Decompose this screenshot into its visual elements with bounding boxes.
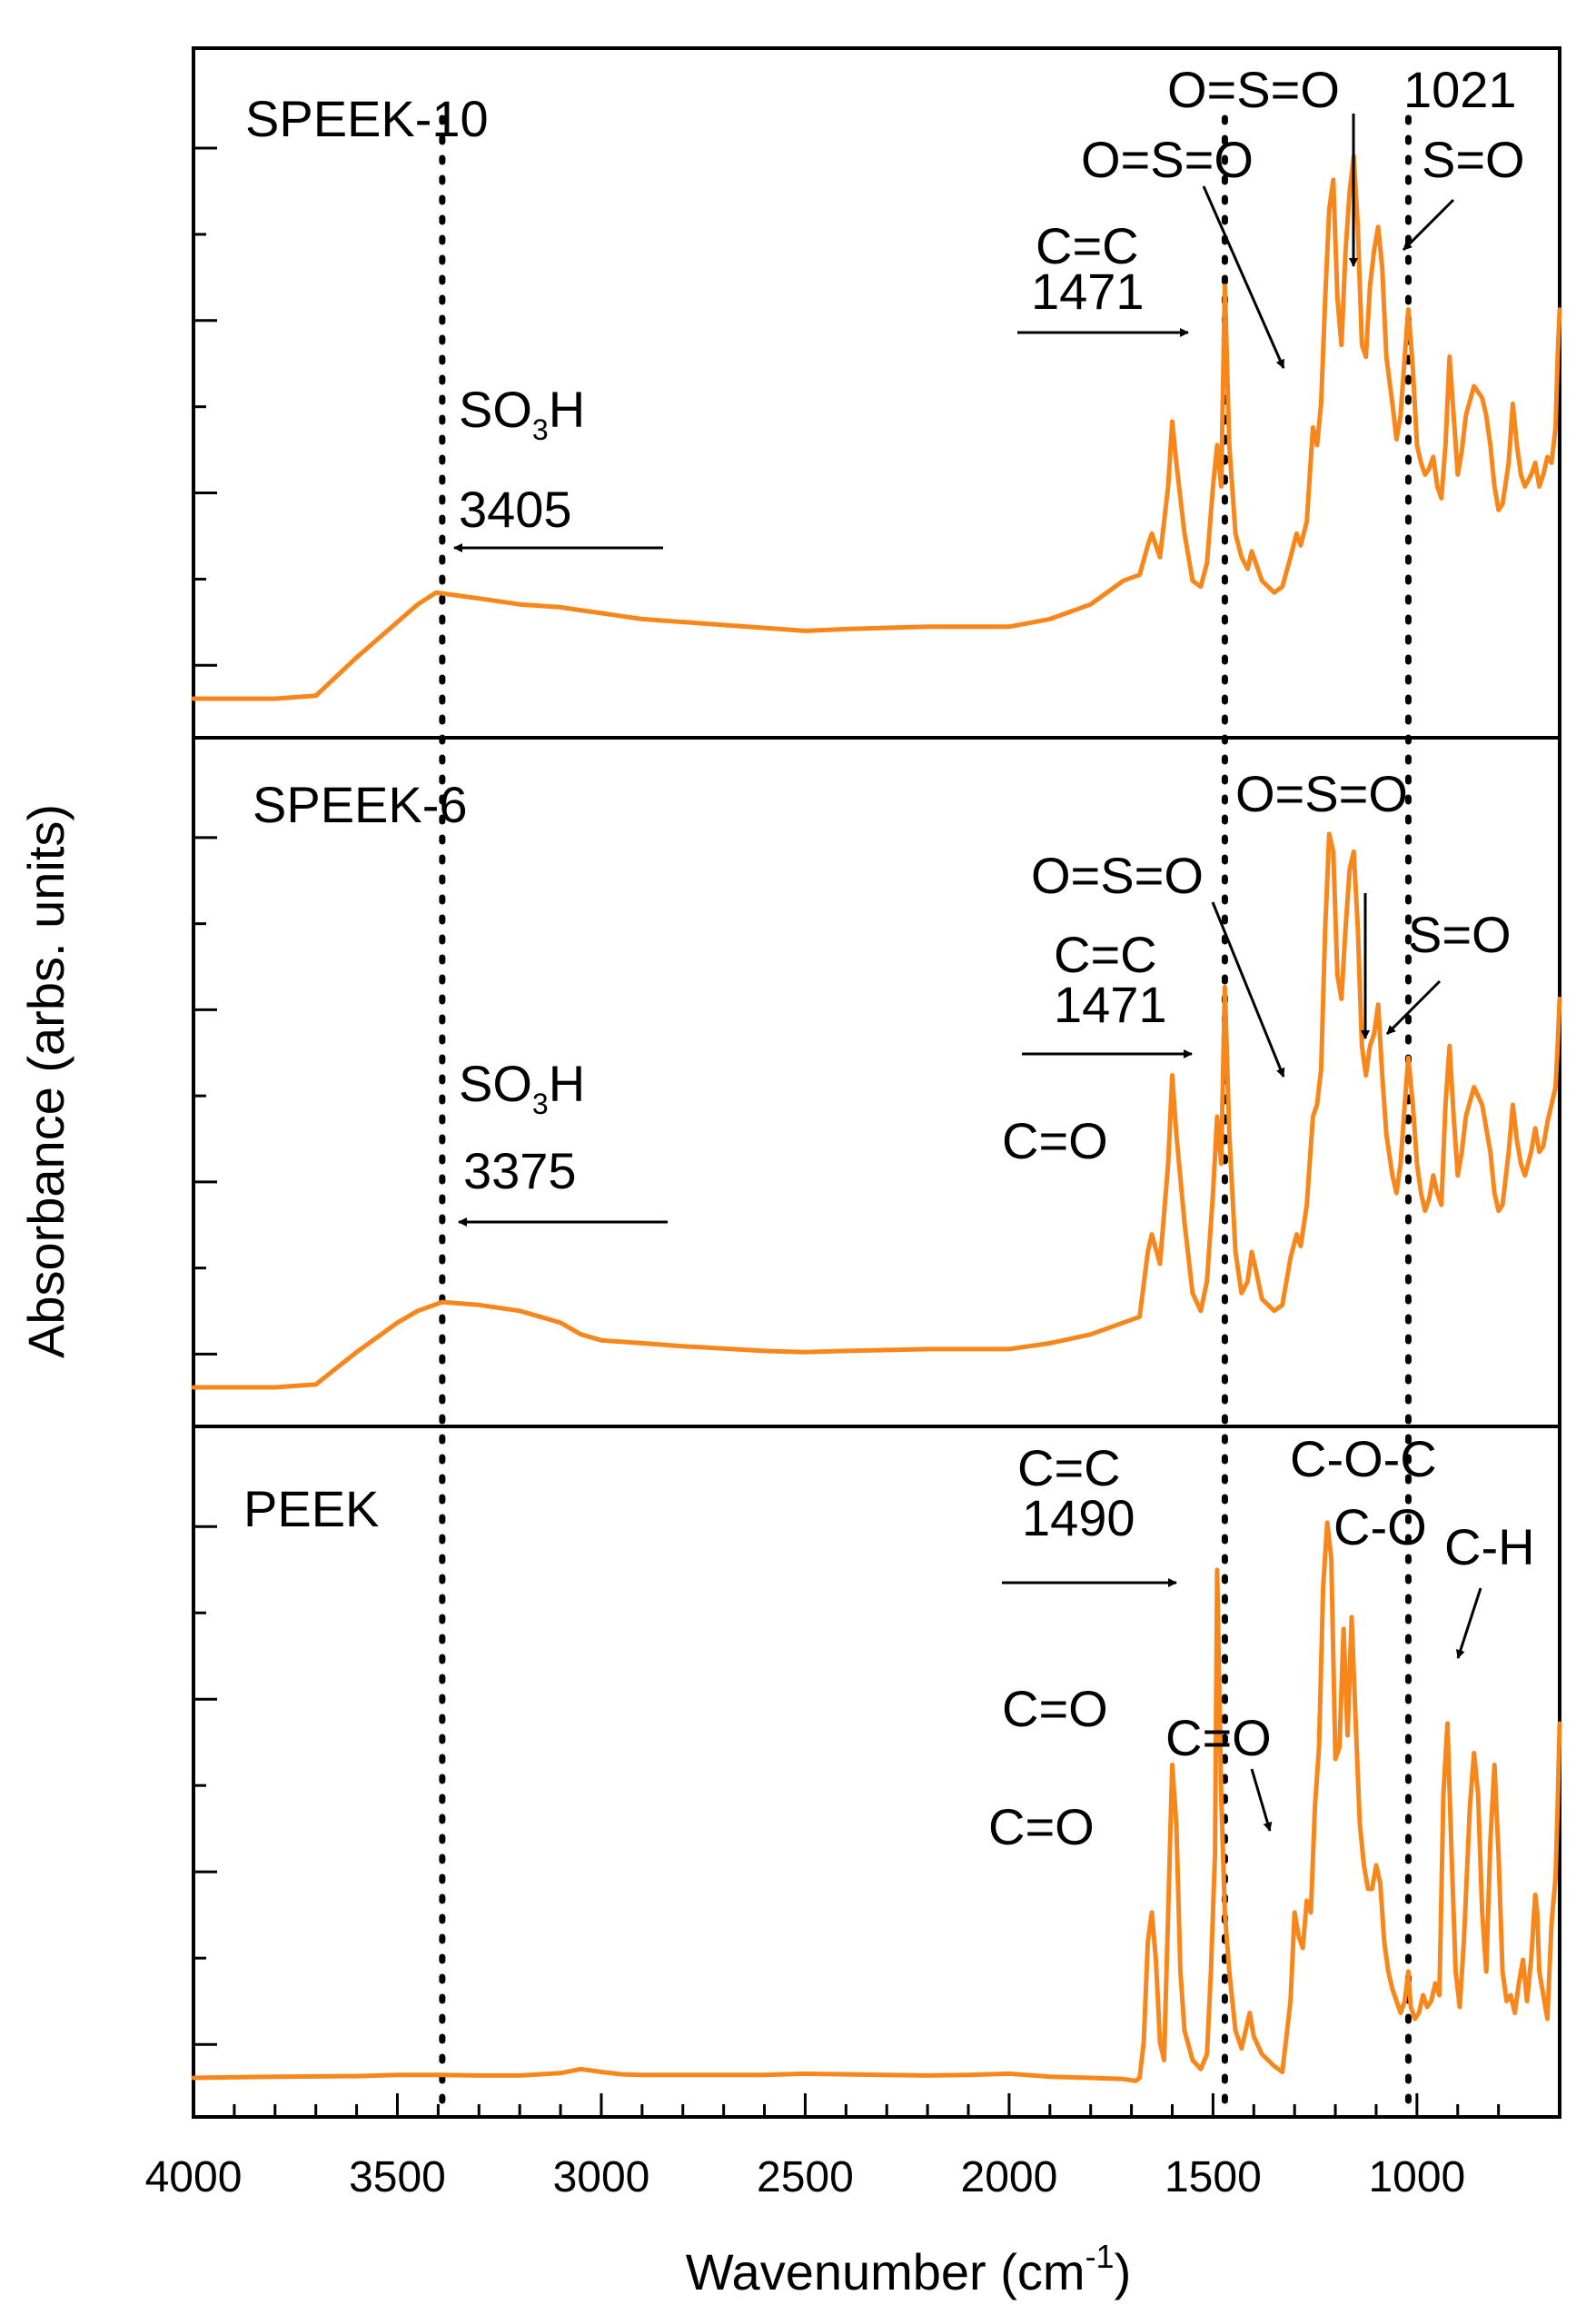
reference-lines — [439, 114, 1412, 2121]
x-tick-label-1500: 1500 — [1165, 2153, 1262, 2201]
x-axis-title-sup: -1 — [1085, 2238, 1115, 2275]
x-ticks — [192, 2093, 1501, 2117]
x-tick-label-1000: 1000 — [1368, 2153, 1465, 2201]
so-label-speek-6: S=O — [1408, 906, 1512, 963]
panel-label-peek: PEEK — [243, 1480, 379, 1537]
panel-label-speek-10: SPEEK-10 — [245, 90, 489, 147]
spectrum-speek-6 — [191, 831, 1562, 1390]
plot-frame — [192, 46, 1561, 2119]
x-tick-label-4000: 4000 — [145, 2153, 243, 2201]
x-tick-label-3000: 3000 — [553, 2153, 650, 2201]
peak-label-3375: 3375 — [463, 1142, 577, 1199]
ch-label-peek: C-H — [1444, 1518, 1535, 1575]
x-tick-label-2500: 2500 — [757, 2153, 854, 2201]
oso-label-b-speek-6: O=S=O — [1235, 765, 1408, 822]
panel-speek-6-annotations: SPEEK-6 SO3H 3375 O=S=O O=S=O C=C 1471 C… — [253, 765, 1512, 1227]
co-label-a-peek: C-O — [1333, 1498, 1427, 1555]
arrow-co-c-peek — [1250, 1768, 1273, 1832]
arrow-so-speek-6 — [1385, 979, 1442, 1036]
co-label-d-peek: C=O — [988, 1798, 1095, 1855]
y-ticks — [193, 146, 217, 2046]
coc-label-peek: C-O-C — [1290, 1430, 1437, 1487]
so3h-so-text-1: SO — [459, 381, 532, 438]
peak-label-1471-speek-10: 1471 — [1031, 263, 1145, 320]
peak-label-1490: 1490 — [1022, 1489, 1135, 1546]
cc-label-peek: C=C — [1017, 1439, 1121, 1496]
y-axis-title: Absorbance (arbs. units) — [17, 804, 74, 1358]
panel-label-speek-6: SPEEK-6 — [253, 776, 468, 833]
x-tick-label-2000: 2000 — [961, 2153, 1058, 2201]
so3h-h-text-1: H — [549, 381, 585, 438]
spectrum-peek — [191, 1520, 1562, 2083]
arrow-oso-a-speek-6 — [1211, 901, 1285, 1078]
co-label-c-peek: C=O — [1165, 1709, 1272, 1766]
cc-label-speek-10: C=C — [1036, 217, 1139, 274]
x-axis-title: Wavenumber (cm-1) — [686, 2238, 1131, 2300]
x-axis-title-close: ) — [1115, 2243, 1132, 2300]
so3h-label-speek-6: SO3H — [459, 1055, 585, 1120]
so3h-sub-text-1: 3 — [532, 413, 549, 446]
x-tick-labels: 4000 3500 3000 2500 2000 1500 1000 — [145, 2153, 1466, 2201]
peak-label-1471-speek-6: 1471 — [1054, 976, 1167, 1033]
x-tick-label-3500: 3500 — [349, 2153, 446, 2201]
arrow-so-speek-10 — [1402, 198, 1455, 252]
panel-peek-annotations: PEEK C=C 1490 C-O-C C-O C-H C=O C=O C=O — [243, 1430, 1535, 1855]
oso-label-a-speek-10: O=S=O — [1081, 131, 1254, 188]
cc-label-speek-6: C=C — [1054, 926, 1157, 983]
spectra — [191, 154, 1562, 2083]
so3h-label-speek-10: SO3H — [459, 381, 585, 446]
oso-label-b-speek-10: O=S=O — [1167, 61, 1340, 118]
oso-label-a-speek-6: O=S=O — [1031, 847, 1204, 904]
co-label-b-peek: C=O — [1002, 1680, 1108, 1737]
peak-label-3405: 3405 — [459, 481, 572, 538]
panel-speek-10-annotations: SPEEK-10 SO3H 3405 C=C 1471 O=S=O O=S=O … — [245, 61, 1525, 552]
arrow-oso-a-speek-10 — [1202, 185, 1285, 369]
so3h-so-text-2: SO — [459, 1055, 532, 1112]
so3h-h-text-2: H — [549, 1055, 585, 1112]
peak-label-1021: 1021 — [1403, 61, 1517, 118]
co-label-speek-6: C=O — [1002, 1112, 1108, 1169]
arrow-ch-peek — [1456, 1587, 1482, 1659]
spectrum-speek-10 — [191, 154, 1562, 701]
so-label-speek-10: S=O — [1422, 131, 1525, 188]
so3h-sub-text-2: 3 — [532, 1088, 549, 1120]
x-axis-title-text: Wavenumber (cm — [686, 2243, 1085, 2300]
